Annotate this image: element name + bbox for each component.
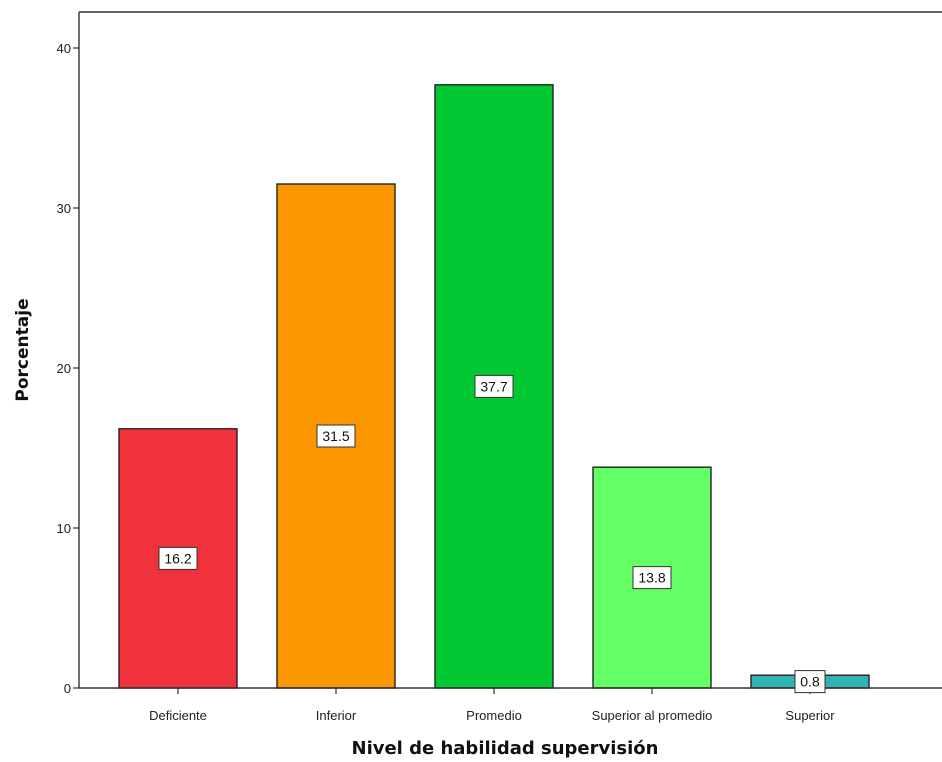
y-tick-label: 0 — [64, 681, 71, 696]
data-label: 37.7 — [480, 378, 507, 394]
x-tick-label: Superior al promedio — [592, 708, 713, 723]
data-labels: 16.2 31.5 37.7 13.8 0.8 — [158, 374, 826, 694]
data-label: 13.8 — [638, 570, 665, 586]
data-label: 31.5 — [322, 428, 349, 444]
x-axis-title: Nivel de habilidad supervisión — [352, 738, 659, 759]
data-label: 16.2 — [164, 550, 191, 566]
x-tick-label: Promedio — [466, 708, 522, 723]
data-label: 0.8 — [800, 674, 820, 690]
y-axis-title: Porcentaje — [13, 298, 33, 401]
y-tick-label: 40 — [57, 41, 71, 56]
y-tick-label: 10 — [57, 521, 71, 536]
y-tick-label: 30 — [57, 201, 71, 216]
data-label-box — [316, 424, 356, 448]
data-label-box — [794, 670, 826, 694]
x-tick-label: Deficiente — [149, 708, 207, 723]
x-ticks: Deficiente Inferior Promedio Superior al pr… — [149, 688, 835, 723]
x-tick-label: Superior — [785, 708, 835, 723]
x-tick-label: Inferior — [316, 708, 357, 723]
y-ticks: 0 10 20 30 40 — [57, 41, 79, 696]
data-label-box — [474, 374, 514, 398]
data-label-box — [632, 566, 672, 590]
data-label-box — [158, 546, 198, 570]
y-tick-label: 20 — [57, 361, 71, 376]
